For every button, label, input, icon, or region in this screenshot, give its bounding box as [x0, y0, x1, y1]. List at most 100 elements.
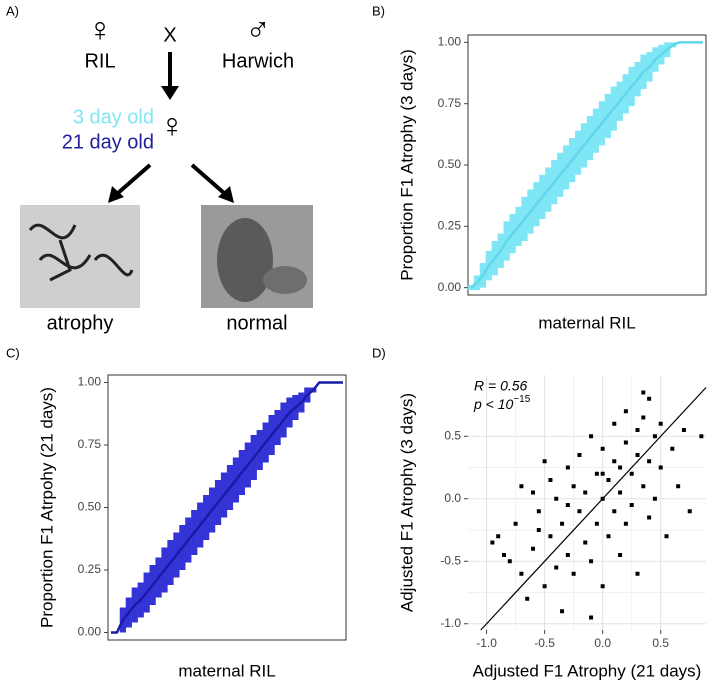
x-tick-label: 0.0: [594, 636, 611, 650]
y-tick-label: -1.0: [440, 616, 461, 630]
y-tick-label: 0.75: [438, 96, 462, 110]
point: [536, 509, 541, 514]
x-tick-label: 0.5: [652, 636, 669, 650]
y-tick-label: 0.5: [444, 428, 461, 442]
point: [647, 396, 652, 401]
micrograph-detail: [263, 266, 307, 294]
y-tick-label: 0.50: [438, 157, 462, 171]
point: [490, 540, 495, 545]
point: [641, 390, 646, 395]
point: [670, 446, 675, 451]
panel-label: D): [372, 345, 386, 360]
point: [647, 459, 652, 464]
point: [513, 521, 518, 526]
point: [606, 478, 611, 482]
point: [641, 484, 646, 489]
point: [536, 528, 541, 532]
point: [554, 496, 559, 501]
y-tick-label: 1.00: [438, 35, 462, 49]
y-tick-label: 0.50: [78, 500, 102, 514]
point: [542, 459, 547, 464]
arrow: [190, 163, 226, 195]
point: [600, 471, 605, 476]
arrow: [116, 163, 152, 195]
female-symbol: ♀: [159, 107, 185, 145]
y-axis-label: Proportion F1 Atrophy (3 days): [397, 49, 416, 281]
annotation: p < 10−15: [473, 394, 531, 412]
y-tick-label: 0.25: [78, 562, 102, 576]
x-axis-label: Adjusted F1 Atrophy (21 days): [473, 661, 702, 680]
x-tick-label: -0.5: [534, 636, 555, 650]
point: [612, 459, 617, 464]
y-tick-label: 0.0: [444, 491, 461, 505]
y-tick-label: 0.00: [438, 280, 462, 294]
age-old: 21 day old: [62, 131, 154, 153]
point: [664, 534, 669, 539]
annotation-exponent: −15: [513, 394, 530, 405]
arrow-head: [108, 186, 124, 203]
point: [531, 490, 536, 495]
point: [612, 421, 617, 426]
y-tick-label: -0.5: [440, 553, 461, 567]
point: [589, 559, 594, 564]
point: [577, 453, 582, 457]
arrow-head: [218, 186, 234, 203]
micrograph-atrophy: [20, 205, 140, 308]
point: [635, 428, 640, 432]
y-axis-label: Adjusted F1 Atrophy (3 days): [397, 393, 416, 612]
outcome-label: normal: [226, 312, 287, 334]
mean-line: [470, 41, 704, 289]
chart-panel: D) -1.0 -0.5 0.0 0.5 -1.0 -0.5 0.0 0.5 Adjusted F…: [372, 345, 707, 680]
micrograph-detail: [28, 223, 134, 282]
point: [612, 509, 617, 514]
point: [623, 521, 628, 526]
point: [501, 553, 506, 557]
point: [623, 440, 628, 445]
micrograph-detail: [217, 218, 273, 302]
x-axis-label: maternal RIL: [178, 661, 275, 680]
annotation: R = 0.56: [474, 378, 528, 394]
point: [554, 565, 559, 570]
point: [600, 584, 605, 589]
mean-line: [110, 381, 344, 634]
point: [618, 465, 623, 470]
point: [629, 503, 634, 507]
point: [519, 571, 524, 576]
point: [571, 484, 576, 489]
point: [496, 534, 501, 539]
point: [594, 471, 599, 476]
point: [652, 496, 657, 501]
point: [658, 421, 663, 426]
point: [676, 484, 681, 489]
panel-a: A) ♀ RIL X ♂ Harwich 3 day old 21 day ol…: [6, 3, 313, 334]
point: [641, 415, 646, 420]
point: [647, 515, 652, 520]
panel-label: A): [6, 3, 19, 18]
chart-panel: B) 0.00 0.25 0.50 0.75 1.00 maternal RIL Propor…: [372, 3, 707, 332]
point: [699, 434, 704, 439]
y-tick-label: 0.75: [78, 437, 102, 451]
point: [507, 559, 512, 564]
point: [548, 534, 553, 539]
chart-panel: C) 0.00 0.25 0.50 0.75 1.00 maternal RIL Propor…: [6, 345, 347, 680]
male-symbol: ♂: [245, 11, 271, 49]
point: [577, 509, 582, 514]
point: [519, 484, 524, 489]
cross: X: [163, 24, 176, 46]
female-symbol: ♀: [87, 11, 113, 49]
left-parent: RIL: [84, 50, 115, 72]
point: [658, 465, 663, 470]
point: [618, 553, 623, 557]
point: [589, 615, 594, 620]
point: [629, 471, 634, 476]
panel-label: C): [6, 345, 20, 360]
y-tick-label: 0.00: [78, 625, 102, 639]
point: [565, 503, 570, 507]
point: [589, 434, 594, 439]
point: [565, 553, 570, 557]
point: [560, 609, 565, 614]
point: [606, 534, 611, 539]
age-young: 3 day old: [73, 106, 154, 128]
point: [571, 571, 576, 576]
